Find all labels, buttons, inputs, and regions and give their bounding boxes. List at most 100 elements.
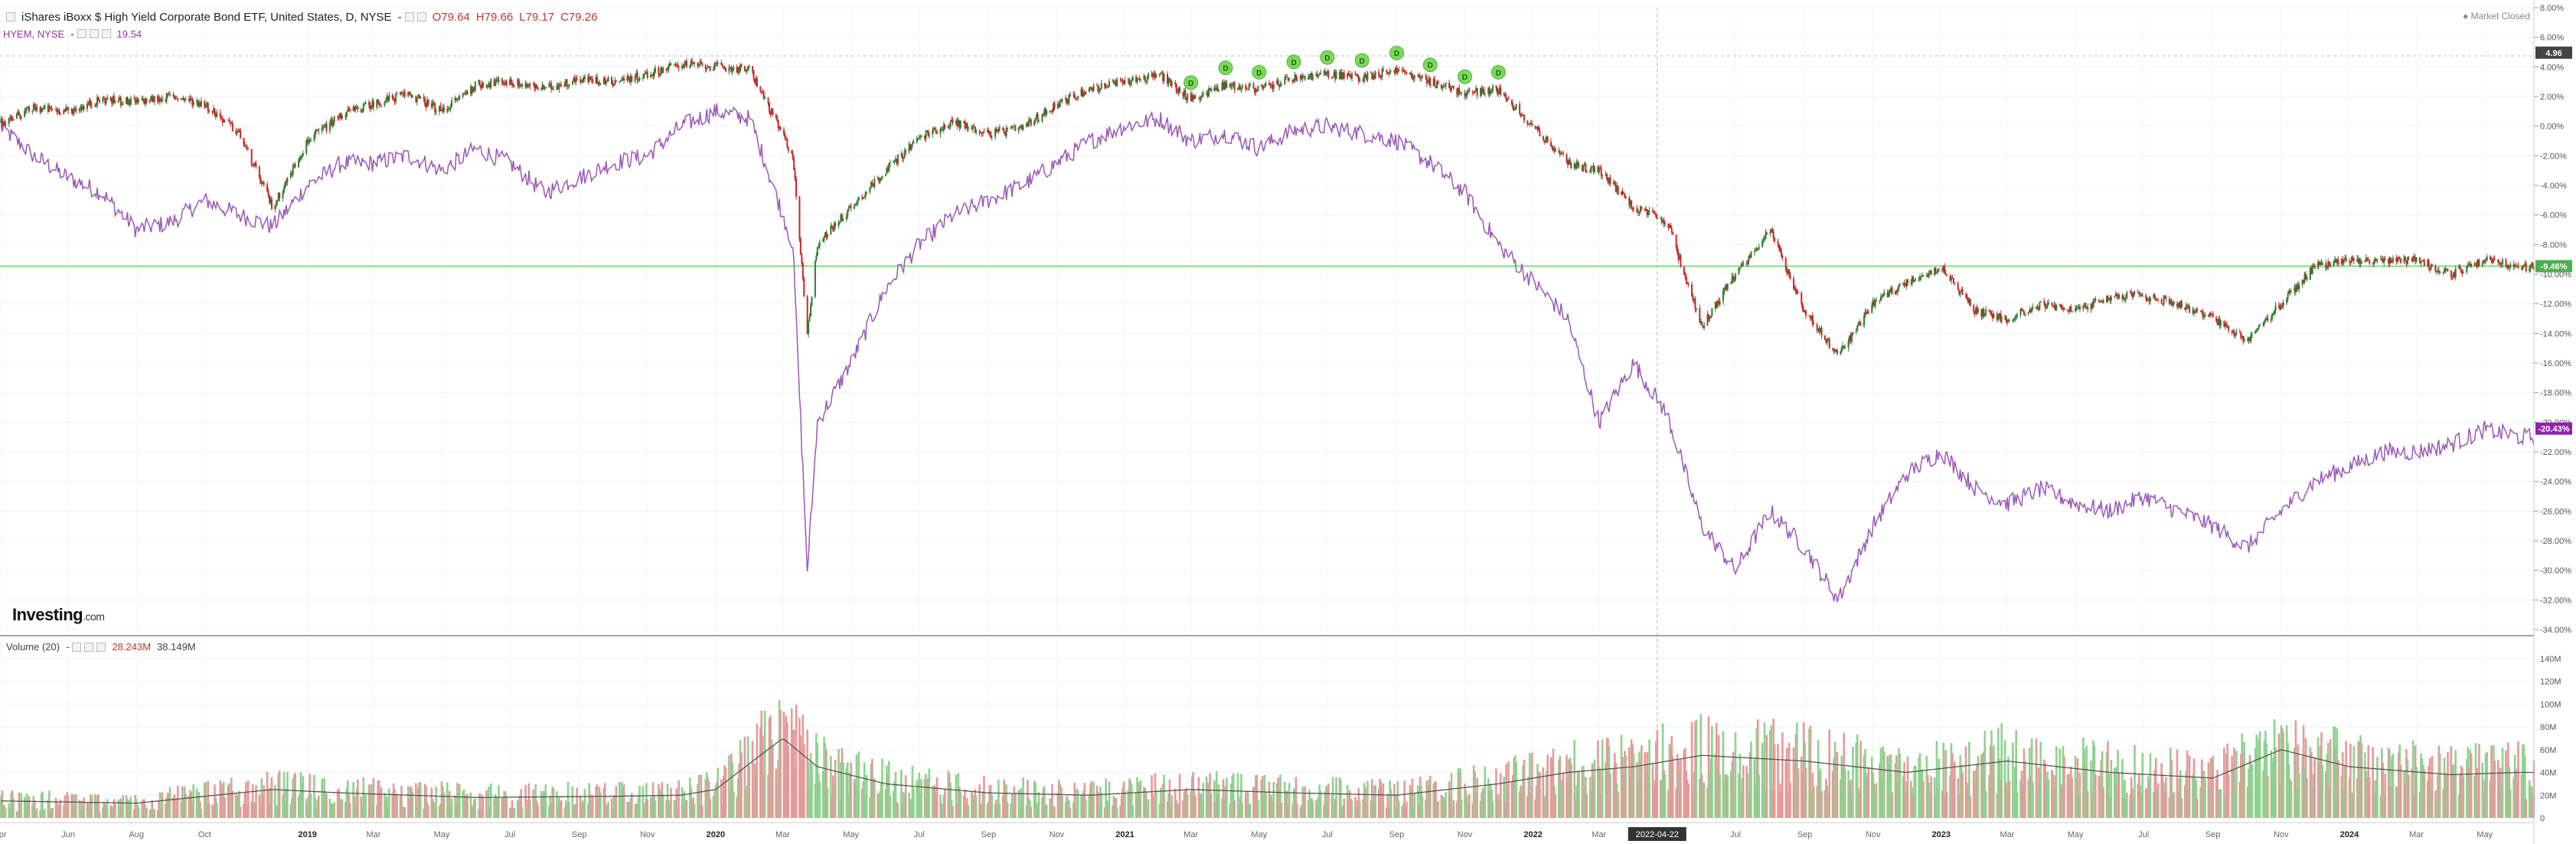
volume-bar-1192 bbox=[1865, 777, 1868, 818]
volume-bar-1019 bbox=[1593, 759, 1596, 818]
candle-body-125 bbox=[196, 100, 198, 102]
volume-bar-931 bbox=[1457, 767, 1460, 818]
volume-bar-1442 bbox=[2256, 757, 2259, 818]
volume-bar-830 bbox=[1299, 806, 1302, 818]
volume-bar-762 bbox=[1192, 771, 1194, 818]
candle-body-1175 bbox=[1840, 352, 1842, 355]
volume-bar-1061 bbox=[1660, 780, 1663, 818]
candle-body-1274 bbox=[1993, 313, 1995, 319]
candle-body-900 bbox=[1409, 73, 1411, 75]
volume-bar-531 bbox=[831, 796, 834, 818]
volume-bar-379 bbox=[591, 795, 594, 818]
candle-body-183 bbox=[285, 182, 287, 183]
candle-body-486 bbox=[760, 90, 762, 92]
candle-body-92 bbox=[143, 100, 145, 105]
candle-body-437 bbox=[683, 64, 685, 68]
candle-body-442 bbox=[691, 61, 694, 63]
volume-bar-863 bbox=[1350, 798, 1352, 818]
candle-body-1434 bbox=[2243, 339, 2245, 342]
candle-body-1427 bbox=[2233, 331, 2235, 336]
volume-bar-1344 bbox=[2102, 787, 2104, 818]
volume-bar-50 bbox=[78, 800, 81, 818]
volume-bar-826 bbox=[1292, 789, 1295, 818]
candle-body-329 bbox=[513, 85, 515, 87]
candle-body-1229 bbox=[1922, 275, 1925, 276]
volume-bar-1432 bbox=[2241, 733, 2244, 818]
candle-body-1012 bbox=[1583, 163, 1585, 165]
volume-bar-1546 bbox=[2420, 753, 2422, 818]
volume-bar-128 bbox=[199, 801, 201, 818]
volume-bar-250 bbox=[391, 793, 394, 818]
candle-body-1201 bbox=[1879, 296, 1882, 301]
volume-bar-600 bbox=[939, 794, 942, 818]
volume-bar-1324 bbox=[2071, 777, 2074, 818]
candle-body-644 bbox=[1007, 127, 1009, 129]
volume-bar-410 bbox=[642, 785, 645, 818]
volume-bar-1409 bbox=[2204, 779, 2206, 818]
volume-bar-66 bbox=[103, 801, 106, 818]
candle-body-1426 bbox=[2232, 331, 2235, 333]
candle-body-143 bbox=[223, 119, 225, 123]
volume-bar-36 bbox=[56, 801, 58, 818]
volume-bar-179 bbox=[278, 770, 281, 818]
candle-body-857 bbox=[1340, 71, 1343, 80]
volume-bar-508 bbox=[794, 767, 796, 818]
volume-bar-779 bbox=[1217, 784, 1220, 818]
volume-bar-1290 bbox=[2019, 780, 2022, 818]
candle-body-778 bbox=[1216, 87, 1219, 92]
candle-body-1346 bbox=[2107, 296, 2109, 299]
candle-body-1480 bbox=[2317, 262, 2320, 270]
candle-body-450 bbox=[704, 64, 707, 70]
volume-bar-1384 bbox=[2165, 777, 2167, 818]
candle-body-528 bbox=[825, 232, 828, 237]
candle-body-331 bbox=[517, 79, 520, 87]
candle-body-1091 bbox=[1707, 314, 1709, 319]
volume-bar-345 bbox=[540, 790, 543, 818]
candle-body-389 bbox=[607, 77, 609, 82]
candle-body-129 bbox=[200, 100, 202, 106]
volume-bar-266 bbox=[416, 806, 419, 818]
volume-bar-1584 bbox=[2478, 744, 2480, 818]
volume-bar-1093 bbox=[1709, 758, 1712, 818]
volume-bar-301 bbox=[471, 805, 473, 818]
candle-body-162 bbox=[253, 162, 255, 166]
volume-bar-235 bbox=[367, 784, 371, 818]
volume-bar-32 bbox=[49, 810, 52, 818]
volume-bar-1472 bbox=[2303, 768, 2306, 818]
volume-bar-129 bbox=[200, 809, 203, 818]
candle-body-1343 bbox=[2101, 300, 2104, 303]
volume-bar-1386 bbox=[2169, 747, 2172, 818]
volume-bar-17 bbox=[25, 793, 28, 818]
volume-bar-1244 bbox=[1945, 792, 1948, 818]
volume-bar-1439 bbox=[2251, 764, 2254, 818]
candle-body-1574 bbox=[2462, 272, 2464, 273]
volume-bar-1316 bbox=[2059, 787, 2062, 818]
volume-bar-1071 bbox=[1676, 754, 1679, 818]
volume-bar-1188 bbox=[1858, 793, 1861, 818]
candle-body-320 bbox=[501, 78, 503, 84]
volume-bar-709 bbox=[1108, 781, 1111, 818]
candle-body-100 bbox=[156, 96, 158, 102]
candle-body-1483 bbox=[2320, 262, 2323, 265]
volume-bar-1454 bbox=[2274, 747, 2277, 818]
candle-body-28 bbox=[42, 108, 44, 110]
candle-body-1322 bbox=[2068, 306, 2071, 312]
candle-body-628 bbox=[981, 132, 984, 134]
volume-bar-1248 bbox=[1952, 778, 1955, 818]
candle-body-1326 bbox=[2075, 307, 2078, 309]
candle-body-465 bbox=[728, 67, 730, 72]
volume-bar-1351 bbox=[2114, 767, 2117, 818]
candle-body-932 bbox=[1458, 88, 1461, 93]
candle-body-1428 bbox=[2234, 333, 2236, 336]
volume-bar-139 bbox=[216, 803, 218, 818]
candle-body-1177 bbox=[1842, 345, 1844, 348]
volume-bar-346 bbox=[541, 793, 544, 818]
candle-body-22 bbox=[34, 103, 36, 107]
candle-body-862 bbox=[1349, 74, 1351, 77]
volume-bar-1056 bbox=[1653, 790, 1655, 818]
volume-bar-1390 bbox=[2176, 749, 2179, 818]
volume-bar-935 bbox=[1464, 783, 1466, 818]
volume-bar-1200 bbox=[1879, 763, 1881, 818]
candle-body-334 bbox=[521, 83, 524, 87]
